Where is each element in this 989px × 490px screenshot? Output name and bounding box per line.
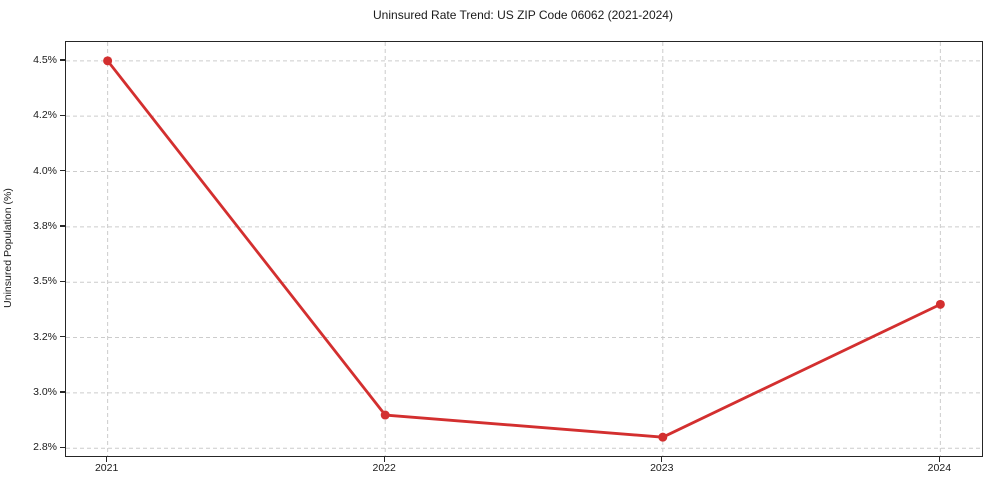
x-tick-label: 2021 — [94, 462, 119, 474]
y-tick-label: 3.0% — [33, 385, 57, 398]
data-point-marker — [935, 299, 945, 309]
y-tick-label: 2.8% — [33, 441, 57, 454]
y-tick-mark — [60, 336, 65, 338]
x-tick-mark — [938, 457, 941, 462]
y-tick-mark — [60, 59, 65, 61]
y-tick-mark — [60, 225, 65, 227]
y-tick-label: 3.5% — [33, 275, 57, 288]
y-tick-label: 4.2% — [33, 109, 57, 122]
y-tick-mark — [60, 280, 65, 282]
y-tick-label: 4.0% — [33, 164, 57, 177]
x-tick-label: 2022 — [372, 462, 396, 474]
data-point-marker — [658, 432, 668, 442]
data-point-marker — [103, 56, 113, 66]
y-tick-label: 3.2% — [33, 330, 57, 343]
y-tick-label: 3.8% — [33, 219, 57, 232]
chart-title: Uninsured Rate Trend: US ZIP Code 06062 … — [373, 8, 673, 22]
y-tick-mark — [60, 446, 65, 448]
series-line — [106, 59, 942, 439]
line-chart-canvas — [66, 42, 982, 456]
x-tick-mark — [383, 457, 385, 462]
x-tick-label: 2024 — [927, 462, 952, 474]
data-point-marker — [380, 410, 390, 420]
y-tick-mark — [60, 114, 65, 116]
plot-area — [65, 41, 983, 457]
y-tick-mark — [60, 391, 65, 393]
y-tick-mark — [60, 170, 65, 172]
x-tick-label: 2023 — [650, 462, 674, 474]
x-tick-mark — [106, 457, 108, 462]
x-tick-mark — [661, 457, 663, 462]
y-tick-label: 4.5% — [33, 53, 57, 66]
